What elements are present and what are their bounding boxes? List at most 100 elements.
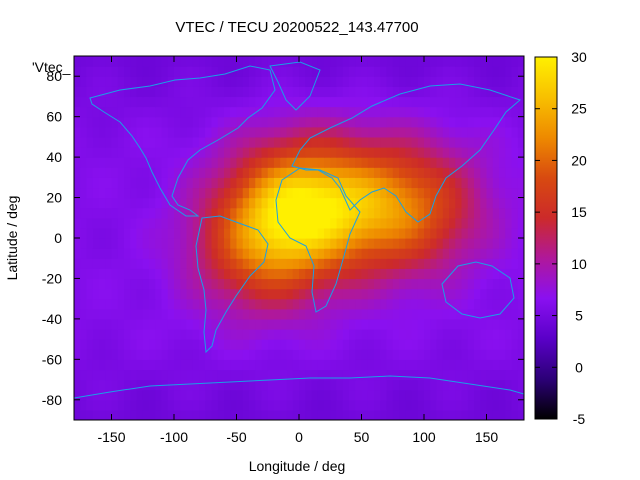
heatmap-cell [436,106,444,118]
heatmap-cell [142,187,150,199]
heatmap-cell [355,248,363,259]
heatmap-cell [455,298,463,310]
heatmap-cell [311,197,319,209]
heatmap-cell [367,258,375,269]
heatmap-cell [186,197,194,209]
heatmap-cell [286,106,294,118]
heatmap-cell [455,369,463,381]
heatmap-cell [249,86,256,98]
heatmap-cell [436,76,444,87]
heatmap-cell [392,258,400,269]
heatmap-cell [424,177,431,189]
heatmap-cell [167,187,175,199]
heatmap-cell [174,136,181,148]
heatmap-cell [74,339,81,350]
heatmap-cell [499,248,506,259]
heatmap-cell [424,399,431,411]
heatmap-cell [74,288,81,300]
heatmap-cell [480,329,488,340]
heatmap-cell [511,106,519,118]
heatmap-cell [230,147,238,158]
heatmap-cell [305,106,313,118]
heatmap-cell [474,106,481,118]
heatmap-cell [392,217,400,229]
heatmap-cell [467,217,475,229]
heatmap-cell [249,217,256,229]
heatmap-cell [217,116,225,128]
heatmap-cell [280,278,288,290]
heatmap-cell [236,278,244,290]
heatmap-cell [249,227,256,239]
heatmap-cell [292,187,300,199]
heatmap-cell [517,278,524,290]
heatmap-cell [361,248,369,259]
heatmap-cell [374,238,381,249]
heatmap-cell [149,197,156,209]
heatmap-cell [130,278,138,290]
heatmap-cell [261,86,269,98]
heatmap-cell [92,86,100,98]
heatmap-cell [130,167,138,178]
heatmap-cell [342,187,350,199]
heatmap-cell [517,66,524,77]
heatmap-cell [161,187,169,199]
heatmap-cell [380,217,388,229]
heatmap-cell [267,197,275,209]
heatmap-cell [367,339,375,350]
heatmap-cell [399,136,406,148]
heatmap-cell [499,197,506,209]
heatmap-cell [374,359,381,371]
heatmap-cell [161,66,169,77]
heatmap-cell [392,157,400,168]
heatmap-cell [236,399,244,411]
heatmap-cell [105,409,113,420]
heatmap-cell [517,318,524,330]
heatmap-cell [117,217,125,229]
heatmap-cell [236,389,244,401]
heatmap-cell [474,96,481,108]
heatmap-cell [174,339,181,350]
heatmap-cell [224,339,231,350]
heatmap-cell [399,197,406,209]
heatmap-cell [405,248,413,259]
heatmap-cell [311,409,319,420]
heatmap-cell [249,207,256,219]
heatmap-cell [380,389,388,401]
heatmap-cell [242,399,250,411]
heatmap-cell [217,147,225,158]
heatmap-cell [361,308,369,320]
heatmap-cell [236,177,244,189]
heatmap-cell [186,389,194,401]
heatmap-cell [299,369,306,381]
heatmap-cell [480,308,488,320]
heatmap-cell [342,96,350,108]
heatmap-cell [492,318,500,330]
heatmap-cell [305,268,313,280]
heatmap-cell [199,116,206,128]
heatmap-cell [74,318,81,330]
heatmap-cell [330,379,338,391]
heatmap-cell [186,399,194,411]
heatmap-cell [449,339,456,350]
heatmap-cell [86,308,94,320]
heatmap-cell [305,278,313,290]
heatmap-cell [467,298,475,310]
heatmap-cell [230,339,238,350]
heatmap-cell [105,106,113,118]
heatmap-cell [355,96,363,108]
heatmap-cell [242,318,250,330]
heatmap-cell [374,177,381,189]
heatmap-cell [467,56,475,67]
heatmap-cell [349,167,356,178]
heatmap-cell [511,379,519,391]
heatmap-cell [442,379,450,391]
heatmap-cell [511,147,519,158]
heatmap-cell [442,329,450,340]
heatmap-cell [255,116,263,128]
heatmap-cell [317,96,325,108]
heatmap-cell [280,308,288,320]
heatmap-cell [430,177,438,189]
heatmap-cell [249,308,256,320]
heatmap-cell [492,359,500,371]
heatmap-cell [249,298,256,310]
